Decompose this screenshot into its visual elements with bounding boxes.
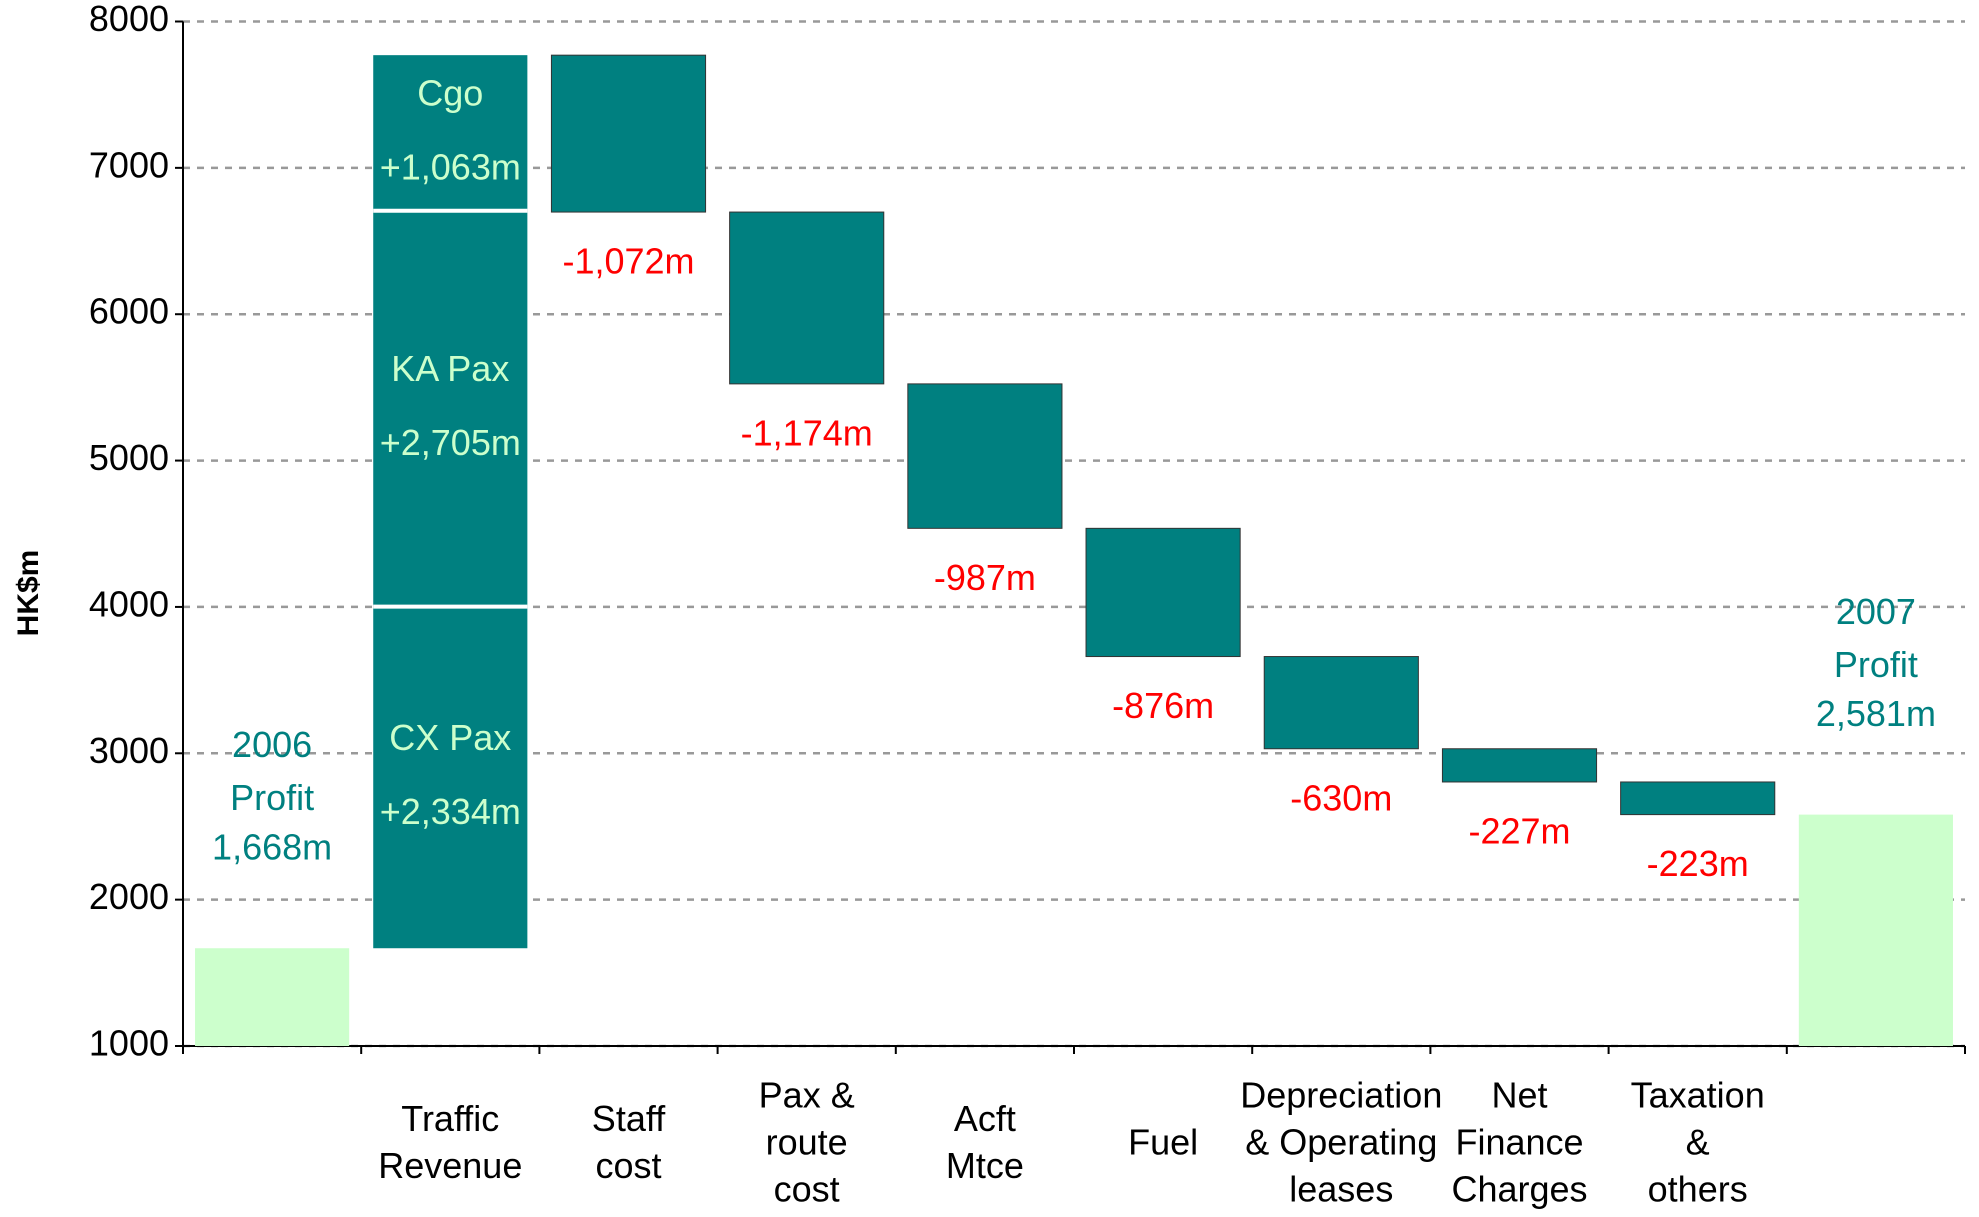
x-tick-label: Traffic Revenue xyxy=(378,1098,523,1186)
y-axis-label: HK$m xyxy=(12,550,45,637)
x-tick-label: Fuel xyxy=(1128,1121,1199,1163)
x-tick-label: Staff cost xyxy=(591,1098,666,1186)
total-bar xyxy=(1798,814,1953,1046)
y-tick-label: 6000 xyxy=(89,291,169,332)
segment-label: Cgo xyxy=(417,72,483,113)
y-tick-label: 1000 xyxy=(89,1023,169,1064)
decrease-value-label: -227m xyxy=(1468,810,1570,851)
decrease-value-label: -1,072m xyxy=(562,241,694,282)
decrease-bar xyxy=(1085,527,1241,658)
decrease-bar xyxy=(1263,656,1419,750)
segment-label: KA Pax xyxy=(391,348,509,389)
decrease-bar xyxy=(1620,781,1776,816)
x-tick-label: Depreciation & Operating leases xyxy=(1240,1074,1443,1210)
x-tick-label: Taxation & others xyxy=(1630,1074,1765,1210)
x-tick-label: Acft Mtce xyxy=(945,1098,1024,1186)
total-value-label: 1,668m xyxy=(212,827,332,868)
total-value-label: 2,581m xyxy=(1816,693,1936,734)
segment-value-label: +2,334m xyxy=(380,791,521,832)
total-label: 2006 Profit xyxy=(230,724,315,819)
decrease-value-label: -1,174m xyxy=(741,412,873,453)
x-tick-label: Pax & route cost xyxy=(758,1074,855,1210)
increase-segment xyxy=(373,210,528,607)
decrease-value-label: -630m xyxy=(1290,777,1392,818)
decrease-bar xyxy=(550,54,707,213)
y-tick-label: 2000 xyxy=(89,876,169,917)
y-tick-label: 4000 xyxy=(89,583,169,624)
segment-value-label: +1,063m xyxy=(380,146,521,187)
y-tick-label: 8000 xyxy=(89,0,169,39)
segment-value-label: +2,705m xyxy=(380,422,521,463)
total-bar xyxy=(195,948,350,1046)
decrease-bar xyxy=(1441,748,1598,783)
total-label: 2007 Profit xyxy=(1833,590,1918,685)
decrease-value-label: -876m xyxy=(1112,685,1214,726)
decrease-bar xyxy=(729,211,885,385)
decrease-bar xyxy=(907,383,1063,529)
x-tick-label: Net Finance Charges xyxy=(1451,1074,1588,1210)
y-tick-label: 7000 xyxy=(89,144,169,185)
decrease-value-label: -987m xyxy=(934,557,1036,598)
increase-segment xyxy=(373,55,528,211)
y-tick-label: 3000 xyxy=(89,730,169,771)
y-tick-label: 5000 xyxy=(89,437,169,478)
segment-label: CX Pax xyxy=(389,717,511,758)
increase-segment xyxy=(373,606,528,949)
decrease-value-label: -223m xyxy=(1647,843,1749,884)
